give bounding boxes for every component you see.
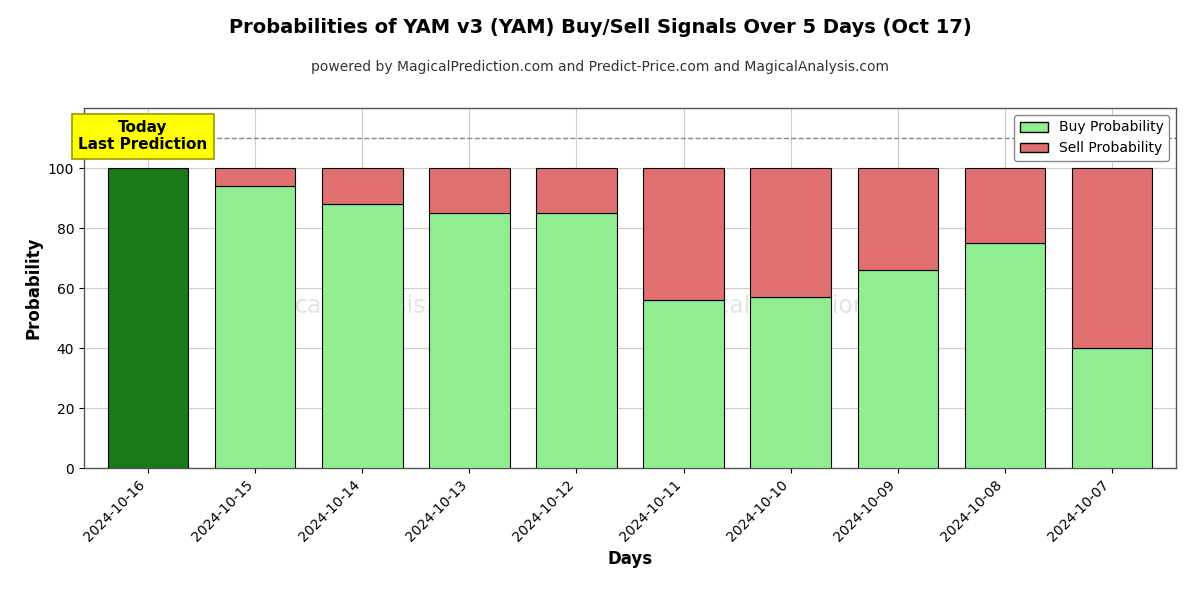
- Bar: [643, 168, 724, 300]
- Text: Today
Last Prediction: Today Last Prediction: [78, 120, 208, 152]
- Bar: [643, 300, 724, 468]
- Legend: Buy Probability, Sell Probability: Buy Probability, Sell Probability: [1014, 115, 1169, 161]
- Bar: [215, 186, 295, 468]
- Bar: [750, 297, 830, 468]
- Bar: [1072, 168, 1152, 348]
- Bar: [108, 168, 188, 468]
- Text: Probabilities of YAM v3 (YAM) Buy/Sell Signals Over 5 Days (Oct 17): Probabilities of YAM v3 (YAM) Buy/Sell S…: [229, 18, 971, 37]
- Bar: [536, 213, 617, 468]
- Text: powered by MagicalPrediction.com and Predict-Price.com and MagicalAnalysis.com: powered by MagicalPrediction.com and Pre…: [311, 60, 889, 74]
- Bar: [323, 168, 402, 204]
- Text: MagicalPrediction.com: MagicalPrediction.com: [661, 294, 926, 318]
- Bar: [750, 168, 830, 297]
- Y-axis label: Probability: Probability: [24, 237, 42, 339]
- Bar: [1072, 348, 1152, 468]
- Bar: [858, 270, 937, 468]
- Bar: [536, 168, 617, 213]
- Bar: [323, 204, 402, 468]
- Bar: [965, 168, 1045, 243]
- Bar: [858, 168, 937, 270]
- Text: calAnalysis.com: calAnalysis.com: [295, 294, 485, 318]
- Bar: [215, 168, 295, 186]
- Bar: [430, 213, 510, 468]
- X-axis label: Days: Days: [607, 550, 653, 568]
- Bar: [430, 168, 510, 213]
- Bar: [965, 243, 1045, 468]
